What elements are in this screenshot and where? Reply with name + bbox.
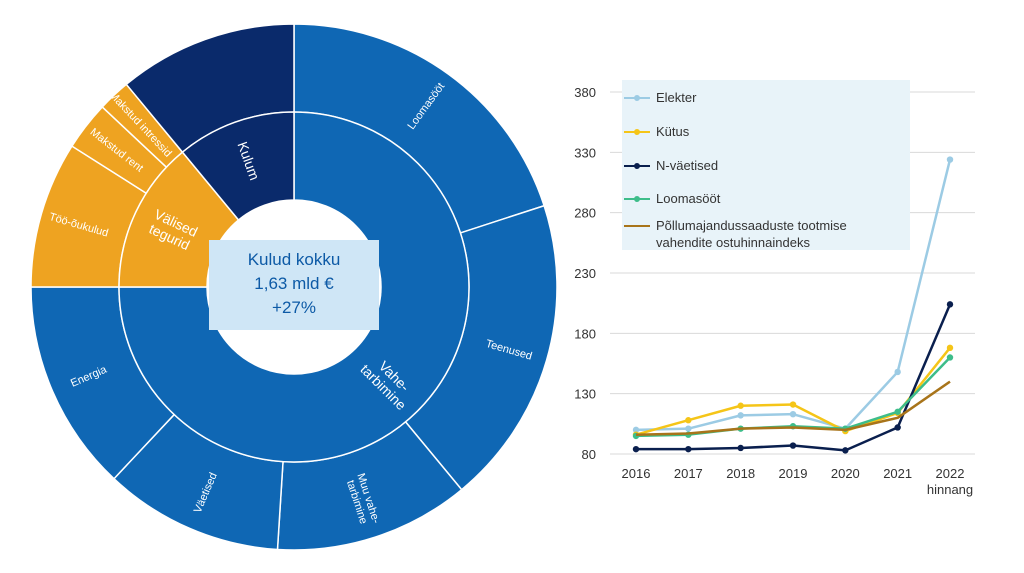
x-tick-2016: 2016 [622,466,651,481]
legend-swatch-loomasööt [624,196,650,202]
legend-marker-elekter [634,95,640,101]
point-elekter-3 [789,410,797,418]
x-tick-2020: 2020 [831,466,860,481]
point-elekter-0 [632,426,640,434]
point-elekter-1 [685,425,692,432]
total-costs-value: 1,63 mld € [254,274,334,293]
legend-swatch-põllumajandussaaduste-tootmise-vahendite-ostuhinnaindeks [624,225,650,227]
x-tick-2018: 2018 [726,466,755,481]
total-costs-title: Kulud kokku [247,250,341,269]
y-tick-80: 80 [582,447,596,462]
legend-label-kütus: Kütus [656,124,690,139]
point-kütus-3 [789,401,797,408]
legend-label-n-väetised: N-väetised [656,158,719,173]
x-tick-2019: 2019 [779,466,808,481]
point-elekter-6 [946,156,954,163]
y-tick-130: 130 [574,387,596,402]
point-kütus-1 [685,417,692,424]
y-tick-280: 280 [574,206,596,221]
point-elekter-2 [737,412,744,419]
point-elekter-5 [894,368,901,376]
x-tick-2021: 2021 [883,466,912,481]
line-chart-legend: Elekter Kütus N-väetised Loomasööt Põllumaja… [622,80,910,250]
inner-segment-kulum [181,111,295,222]
point-n-väetised-2 [737,444,744,452]
point-n-väetised-5 [894,424,901,431]
legend-marker-n-väetised [634,163,640,169]
legend-label-loomasööt: Loomasööt [656,191,721,206]
y-tick-330: 330 [574,145,596,160]
point-loomasööt-6 [946,354,954,361]
legend-label-elekter: Elekter [656,90,697,105]
legend-marker-loomasööt [634,196,640,202]
legend-swatch-elekter [624,95,650,101]
point-n-väetised-1 [685,445,692,453]
y-tick-180: 180 [574,326,596,341]
total-costs-change: +27% [272,298,316,317]
total-costs-box: Kulud kokku 1,63 mld € +27% [209,240,379,330]
x-tick-2022-hinnang: 2022 hinnang [927,466,973,497]
legend-label-põllumajandussaaduste-tootmise-vahendite-ostuhinnaindeks: Põllumajandussaaduste tootmise vahendite… [656,218,847,250]
series-line-põllumajandussaaduste-tootmise-vahendite-ostuhinnaindeks [635,380,951,436]
y-tick-230: 230 [574,266,596,281]
legend-swatch-kütus [624,129,650,135]
point-kütus-2 [737,402,744,409]
legend-swatch-n-väetised [624,163,650,169]
point-loomasööt-5 [894,408,901,415]
legend-marker-kütus [634,129,640,135]
point-n-väetised-4 [842,447,849,454]
point-n-väetised-3 [789,442,797,449]
point-kütus-6 [946,344,954,352]
x-tick-2017: 2017 [674,466,703,481]
series-line-kütus [635,347,951,436]
y-tick-380: 380 [574,85,596,100]
point-n-väetised-0 [632,445,640,453]
point-n-väetised-6 [946,301,954,308]
